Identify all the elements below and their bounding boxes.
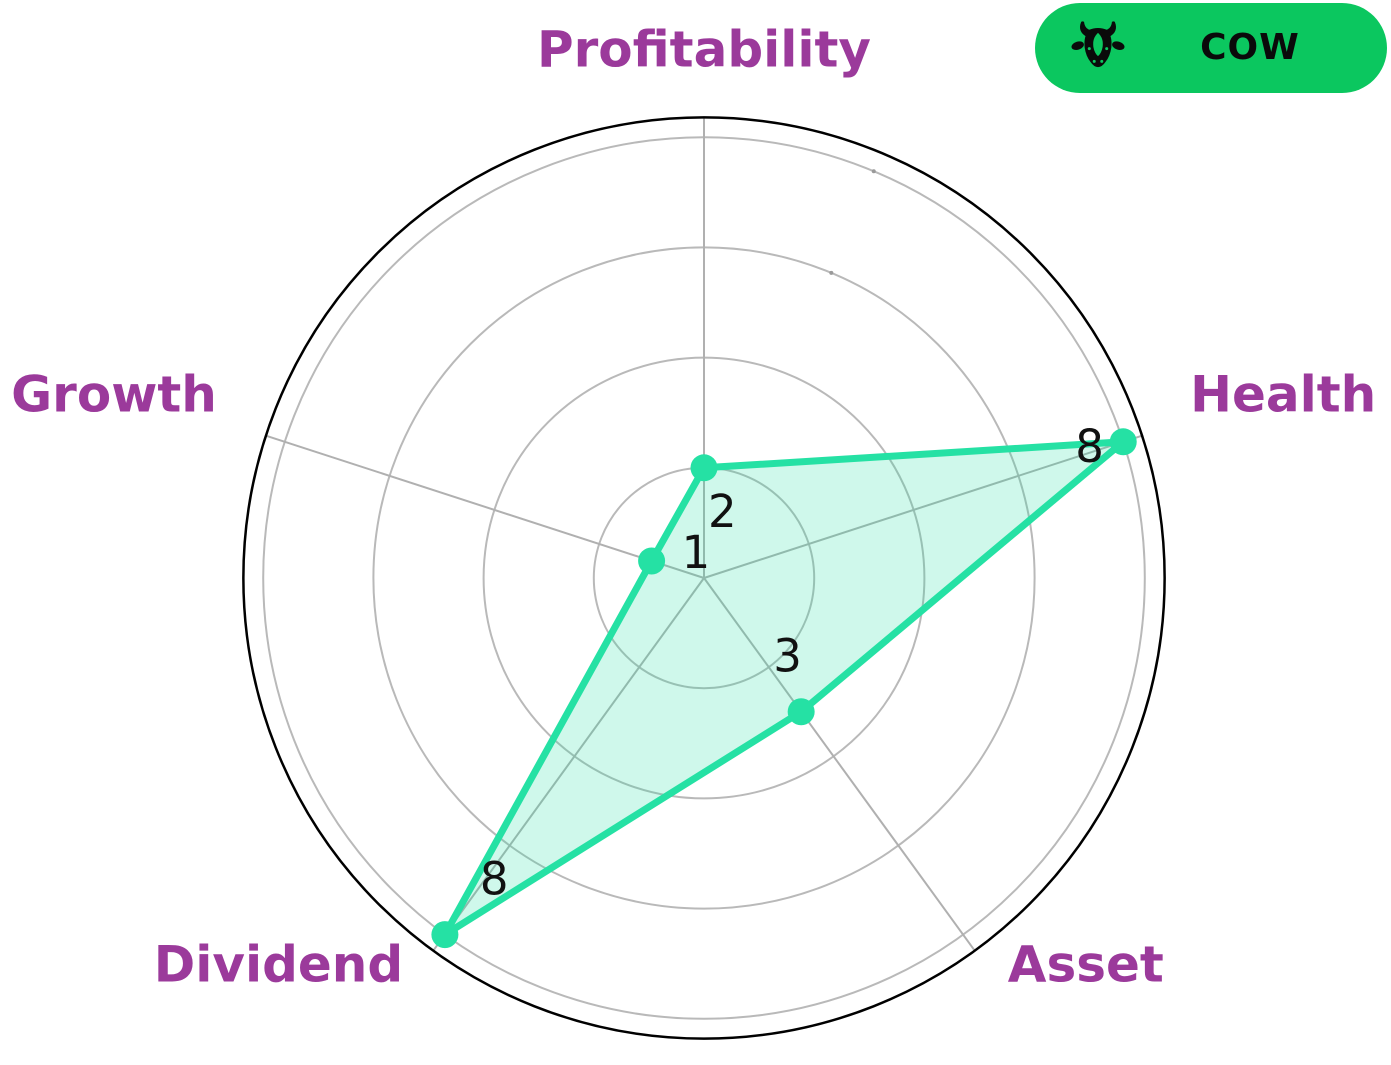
radar-spoke-dividend [432, 577, 705, 952]
radar-rtick-mark [829, 270, 834, 275]
ticker-label: COW [1200, 27, 1300, 68]
radar-value-label-profitability: 2 [708, 485, 737, 538]
radar-category-label-health: Health [1190, 366, 1376, 424]
radar-category-label-growth: Growth [11, 366, 217, 424]
ticker-badge[interactable]: COW [1035, 3, 1387, 93]
radar-category-label-asset: Asset [1008, 936, 1164, 994]
radar-value-label-dividend: 8 [480, 853, 509, 906]
radar-point-dividend [431, 921, 459, 949]
radar-outline [242, 116, 1166, 1040]
radar-point-growth [638, 547, 666, 575]
cow-icon [1071, 21, 1125, 68]
radar-point-profitability [690, 454, 718, 482]
radar-value-label-health: 8 [1075, 420, 1104, 473]
radar-value-label-growth: 1 [682, 526, 711, 579]
radar-rtick-mark [871, 169, 876, 174]
radar-polygon [441, 438, 1127, 939]
radar-spoke-health [703, 434, 1143, 579]
radar-point-asset [787, 698, 815, 726]
radar-value-label-asset: 3 [773, 630, 802, 683]
radar-category-label-dividend: Dividend [154, 936, 403, 994]
radar-spoke-asset [703, 577, 976, 952]
radar-point-health [1109, 428, 1137, 456]
radar-category-label-profitability: Profitability [537, 20, 871, 78]
radar-spoke-growth [265, 434, 705, 579]
